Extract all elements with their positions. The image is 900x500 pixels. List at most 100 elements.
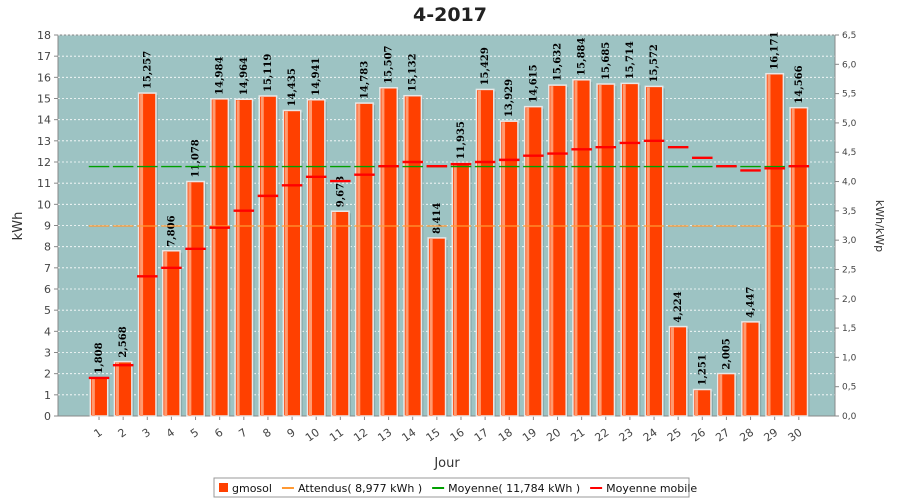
y2-tick-label: 5,0 bbox=[842, 119, 857, 129]
bar-highlight bbox=[743, 322, 747, 416]
y2-tick-label: 1,0 bbox=[842, 353, 857, 363]
y-tick-label: 13 bbox=[37, 135, 51, 148]
y2-tick-label: 2,0 bbox=[842, 295, 857, 305]
bar-highlight bbox=[236, 100, 240, 417]
y2-axis-title: kWh/kWp bbox=[873, 200, 886, 252]
x-tick-label: 9 bbox=[285, 426, 298, 441]
x-tick-label: 16 bbox=[448, 426, 467, 445]
y-tick-label: 7 bbox=[44, 262, 51, 275]
bar-highlight bbox=[164, 251, 168, 416]
y-tick-label: 0 bbox=[44, 410, 51, 423]
legend-box bbox=[213, 477, 690, 498]
bar-value-label: 14,615 bbox=[528, 64, 539, 102]
y-tick-label: 17 bbox=[37, 50, 51, 63]
legend-label: Moyenne( 11,784 kWh ) bbox=[448, 482, 580, 495]
x-tick-label: 3 bbox=[140, 426, 153, 441]
bar-value-label: 4,224 bbox=[673, 291, 684, 322]
y2-tick-label: 1,5 bbox=[842, 324, 856, 334]
bar-value-label: 9,673 bbox=[335, 176, 346, 207]
x-tick-label: 27 bbox=[713, 426, 732, 445]
y-tick-label: 14 bbox=[37, 114, 51, 127]
bar-value-label: 2,005 bbox=[721, 338, 732, 369]
bar-highlight bbox=[260, 96, 264, 416]
bar-highlight bbox=[598, 85, 602, 417]
bar-highlight bbox=[140, 94, 144, 416]
y-tick-label: 11 bbox=[37, 177, 51, 190]
bar-value-label: 4,447 bbox=[746, 287, 757, 318]
bar-highlight bbox=[574, 80, 578, 416]
x-tick-label: 1 bbox=[92, 426, 105, 441]
bar-highlight bbox=[333, 212, 337, 416]
bar-value-label: 11,935 bbox=[456, 121, 467, 159]
x-tick-label: 28 bbox=[737, 426, 756, 445]
bar-highlight bbox=[212, 99, 216, 416]
bar-highlight bbox=[767, 74, 771, 416]
bar-highlight bbox=[188, 182, 192, 416]
x-tick-label: 19 bbox=[520, 426, 539, 445]
y-tick-label: 1 bbox=[44, 389, 51, 402]
y2-tick-label: 6,0 bbox=[842, 60, 857, 70]
bar-value-label: 15,884 bbox=[577, 37, 588, 75]
bar-highlight bbox=[526, 107, 530, 416]
x-tick-label: 5 bbox=[188, 426, 201, 441]
x-tick-label: 13 bbox=[375, 426, 394, 445]
y2-tick-label: 4,5 bbox=[842, 148, 856, 158]
chart-title: 4-2017 bbox=[413, 4, 487, 26]
bar-value-label: 15,714 bbox=[625, 41, 636, 79]
x-axis-title: Jour bbox=[433, 456, 460, 471]
x-tick-label: 6 bbox=[212, 426, 225, 441]
bar-highlight bbox=[357, 104, 361, 416]
plot-area: 01234567891011121314151617180,00,51,01,5… bbox=[37, 29, 857, 444]
legend: gmosol Attendus( 8,977 kWh ) Moyenne( 11,7… bbox=[213, 477, 697, 498]
bar-highlight bbox=[622, 84, 626, 417]
y-tick-label: 4 bbox=[44, 325, 51, 338]
bar-highlight bbox=[309, 100, 313, 416]
x-tick-label: 21 bbox=[568, 426, 587, 445]
y-tick-label: 16 bbox=[37, 71, 51, 84]
y2-tick-label: 6,5 bbox=[842, 31, 856, 41]
x-tick-label: 30 bbox=[786, 426, 805, 445]
bar-highlight bbox=[670, 327, 674, 416]
x-tick-label: 15 bbox=[424, 426, 443, 445]
bar-value-label: 8,414 bbox=[432, 203, 443, 234]
x-tick-label: 26 bbox=[689, 426, 708, 445]
bar-value-label: 15,132 bbox=[408, 53, 419, 91]
x-tick-label: 24 bbox=[641, 426, 660, 445]
y2-tick-label: 3,5 bbox=[842, 207, 856, 217]
bar-highlight bbox=[791, 108, 795, 416]
bar-value-label: 15,632 bbox=[553, 43, 564, 81]
y-tick-label: 10 bbox=[37, 198, 51, 211]
bar-highlight bbox=[695, 390, 699, 416]
x-tick-label: 12 bbox=[351, 426, 370, 445]
y-tick-label: 8 bbox=[44, 241, 51, 254]
bar-highlight bbox=[453, 164, 457, 416]
y-tick-label: 2 bbox=[44, 368, 51, 381]
bar-value-label: 1,251 bbox=[697, 354, 708, 385]
bar-value-label: 2,568 bbox=[118, 326, 129, 357]
bar-value-label: 15,429 bbox=[480, 47, 491, 85]
x-tick-label: 10 bbox=[303, 426, 322, 445]
y2-tick-label: 0,0 bbox=[842, 412, 857, 422]
y-tick-label: 5 bbox=[44, 304, 51, 317]
y2-tick-label: 0,5 bbox=[842, 383, 856, 393]
bar-highlight bbox=[405, 96, 409, 417]
y2-tick-label: 2,5 bbox=[842, 265, 856, 275]
x-tick-label: 4 bbox=[164, 426, 177, 441]
legend-label: Attendus( 8,977 kWh ) bbox=[298, 482, 422, 495]
bar-value-label: 14,435 bbox=[287, 68, 298, 106]
x-tick-label: 11 bbox=[327, 426, 346, 445]
bar-value-label: 15,119 bbox=[263, 54, 274, 92]
y2-tick-label: 4,0 bbox=[842, 178, 857, 188]
x-tick-label: 8 bbox=[260, 426, 273, 441]
x-tick-label: 17 bbox=[472, 426, 491, 445]
bar-value-label: 15,257 bbox=[142, 51, 153, 89]
bar-highlight bbox=[477, 90, 481, 417]
bar-highlight bbox=[646, 87, 650, 416]
y-tick-label: 3 bbox=[44, 347, 51, 360]
bar-highlight bbox=[550, 86, 554, 416]
bar-value-label: 14,783 bbox=[359, 61, 370, 99]
x-tick-label: 23 bbox=[617, 426, 636, 445]
y-tick-label: 18 bbox=[37, 29, 51, 42]
bar-highlight bbox=[502, 122, 506, 417]
